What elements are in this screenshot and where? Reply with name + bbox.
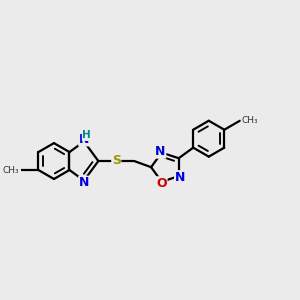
Text: CH₃: CH₃ <box>241 116 258 125</box>
Text: O: O <box>156 177 167 190</box>
Text: N: N <box>79 133 89 146</box>
Text: N: N <box>79 176 89 189</box>
Text: N: N <box>155 145 166 158</box>
Text: H: H <box>82 130 91 140</box>
Text: S: S <box>112 154 121 167</box>
Text: CH₃: CH₃ <box>2 166 19 175</box>
Text: N: N <box>175 171 185 184</box>
